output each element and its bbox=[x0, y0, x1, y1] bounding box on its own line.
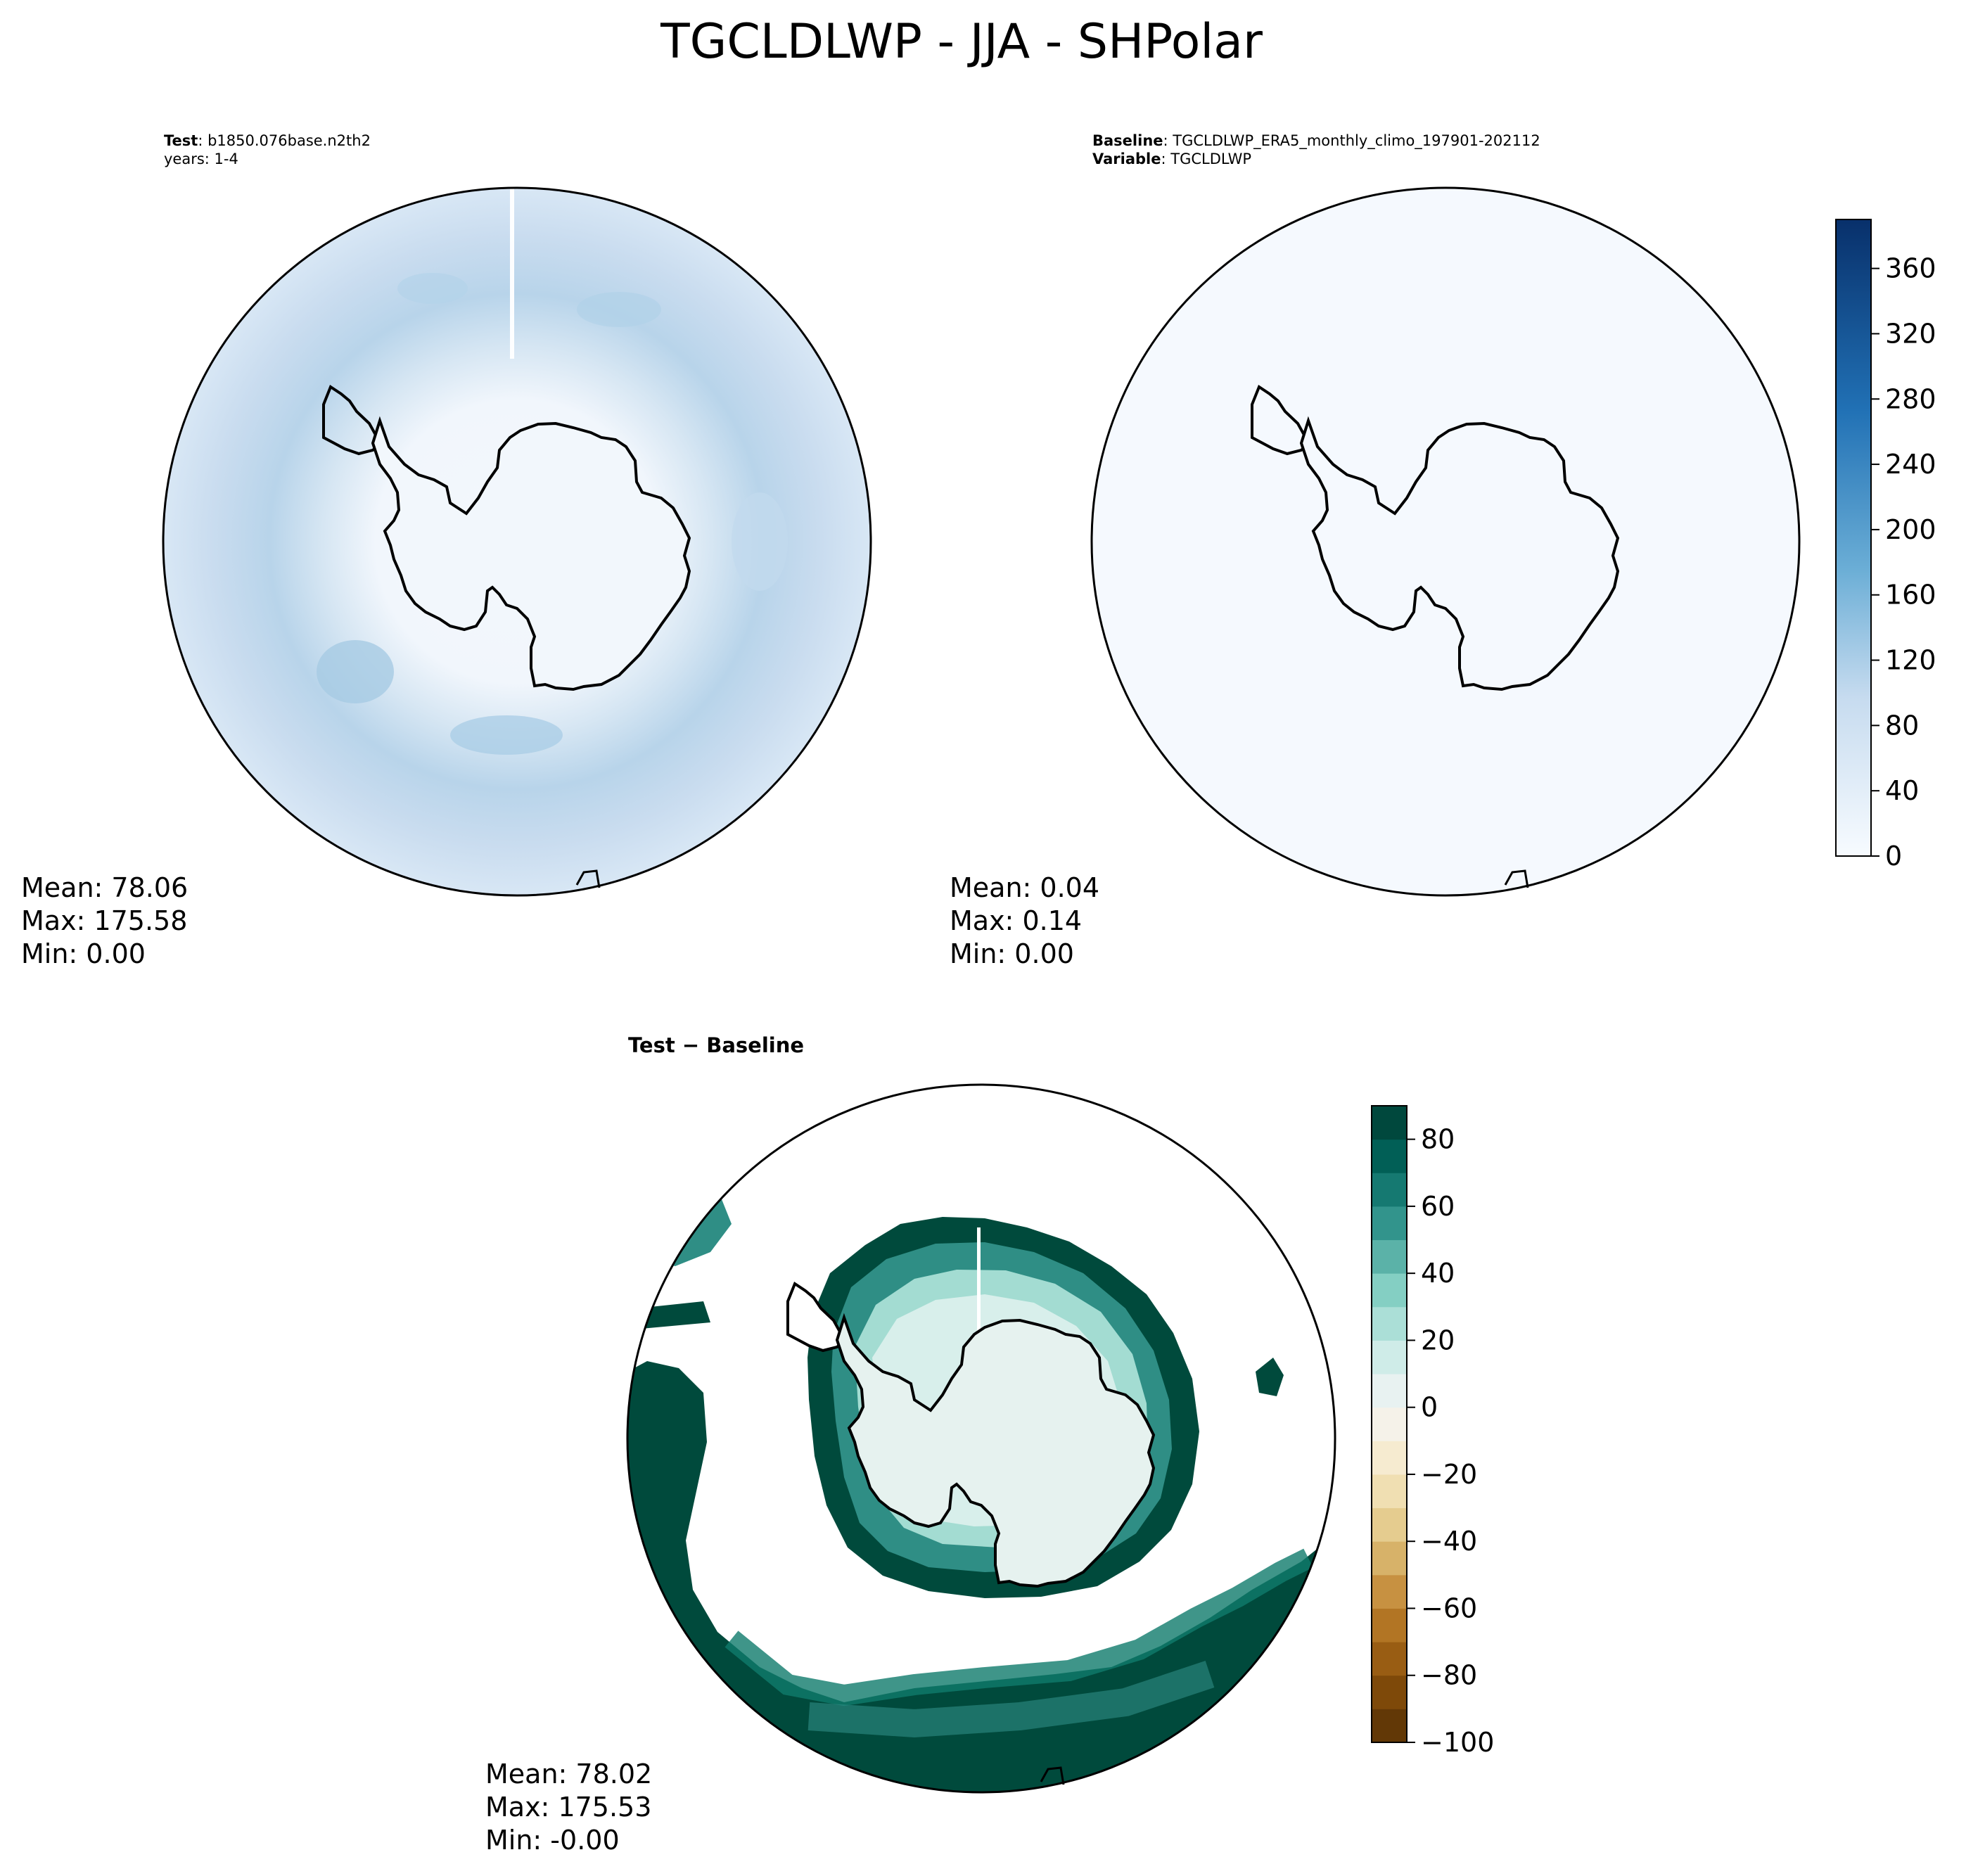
main-colorbar-tick-label: 120 bbox=[1885, 645, 1936, 676]
diff-colorbar-band bbox=[1372, 1675, 1407, 1709]
diff-colorbar-band bbox=[1372, 1239, 1407, 1274]
diff-colorbar-ticks: −100 −80 −60 −40 −20 0 20 40 60 80 bbox=[1407, 1124, 1494, 1758]
difference-mean: Mean: 78.02 bbox=[485, 1759, 652, 1789]
diff-colorbar-band bbox=[1372, 1173, 1407, 1207]
diff-colorbar-band bbox=[1372, 1474, 1407, 1509]
main-colorbar-tick-label: 0 bbox=[1885, 841, 1902, 872]
baseline-map-boundary bbox=[1090, 186, 1801, 897]
difference-title: Test − Baseline bbox=[628, 1033, 804, 1057]
main-colorbar-tick-label: 80 bbox=[1885, 710, 1919, 741]
baseline-case-label: Baseline bbox=[1092, 132, 1163, 149]
main-colorbar-tick-label: 200 bbox=[1885, 514, 1936, 545]
diff-colorbar-frame bbox=[1371, 1105, 1408, 1743]
diff-colorbar-tick-label: 0 bbox=[1421, 1392, 1438, 1423]
baseline-case-line: Baseline: TGCLDLWP_ERA5_monthly_climo_19… bbox=[1092, 132, 1540, 150]
test-mean: Mean: 78.06 bbox=[21, 872, 188, 903]
main-colorbar-bar bbox=[1835, 219, 1872, 857]
diff-colorbar-band bbox=[1372, 1106, 1407, 1140]
diff-colorbar-band bbox=[1372, 1273, 1407, 1308]
diff-colorbar-bands bbox=[1372, 1106, 1407, 1743]
main-colorbar-tick-label: 280 bbox=[1885, 383, 1936, 414]
test-case-label: Test bbox=[164, 132, 198, 149]
main-colorbar-ticks: 0 40 80 120 160 200 240 280 320 360 bbox=[1871, 253, 1936, 872]
baseline-variable-name: TGCLDLWP bbox=[1170, 151, 1251, 167]
diff-colorbar-band bbox=[1372, 1441, 1407, 1475]
baseline-variable-line: Variable: TGCLDLWP bbox=[1092, 151, 1251, 167]
main-colorbar-tick-label: 320 bbox=[1885, 318, 1936, 349]
diff-colorbar-band bbox=[1372, 1642, 1407, 1676]
difference-panel: Test − Baseline Mean: 78.02 Max: 175.53 … bbox=[485, 1033, 1336, 1856]
diff-colorbar-tick-label: −20 bbox=[1421, 1459, 1477, 1490]
baseline-variable-label: Variable bbox=[1092, 151, 1161, 167]
diff-colorbar-band bbox=[1372, 1340, 1407, 1374]
main-colorbar-tick-label: 160 bbox=[1885, 580, 1936, 611]
main-colorbar-tick-label: 240 bbox=[1885, 449, 1936, 480]
diff-colorbar-band bbox=[1372, 1507, 1407, 1542]
diff-colorbar-band bbox=[1372, 1541, 1407, 1576]
diff-colorbar-band bbox=[1372, 1139, 1407, 1173]
diff-colorbar-band bbox=[1372, 1709, 1407, 1743]
diff-colorbar-band bbox=[1372, 1608, 1407, 1642]
baseline-max: Max: 0.14 bbox=[950, 905, 1082, 936]
test-min: Min: 0.00 bbox=[21, 938, 146, 969]
diff-colorbar-tick-label: 60 bbox=[1421, 1191, 1455, 1222]
diff-colorbar-band bbox=[1372, 1206, 1407, 1241]
difference-max: Max: 175.53 bbox=[485, 1792, 651, 1823]
difference-map-boundary bbox=[626, 1083, 1336, 1794]
diff-colorbar-band bbox=[1372, 1574, 1407, 1609]
diff-colorbar-tick-label: 40 bbox=[1421, 1258, 1455, 1289]
test-case-name: b1850.076base.n2th2 bbox=[208, 132, 371, 149]
main-colorbar: 0 40 80 120 160 200 240 280 320 360 bbox=[1835, 219, 1936, 872]
diff-colorbar-band bbox=[1372, 1374, 1407, 1408]
baseline-case-name: TGCLDLWP_ERA5_monthly_climo_197901-20211… bbox=[1172, 132, 1540, 150]
diff-colorbar-tick-label: −80 bbox=[1421, 1660, 1477, 1691]
diff-colorbar-band bbox=[1372, 1306, 1407, 1341]
test-max: Max: 175.58 bbox=[21, 905, 187, 936]
main-colorbar-tick-label: 360 bbox=[1885, 253, 1936, 284]
diff-colorbar-tick-label: −40 bbox=[1421, 1526, 1477, 1557]
test-map-boundary bbox=[162, 186, 872, 897]
test-case-line: Test: b1850.076base.n2th2 bbox=[164, 132, 371, 149]
diff-colorbar-tick-label: −60 bbox=[1421, 1593, 1477, 1623]
test-panel: Test: b1850.076base.n2th2 years: 1-4 Mea… bbox=[21, 132, 872, 969]
baseline-panel: Baseline: TGCLDLWP_ERA5_monthly_climo_19… bbox=[950, 132, 1801, 969]
diff-colorbar-tick-label: 20 bbox=[1421, 1325, 1455, 1355]
diff-colorbar-band bbox=[1372, 1407, 1407, 1441]
baseline-mean: Mean: 0.04 bbox=[950, 872, 1099, 903]
diff-colorbar: −100 −80 −60 −40 −20 0 20 40 60 80 bbox=[1371, 1105, 1494, 1758]
baseline-min: Min: 0.00 bbox=[950, 938, 1074, 969]
test-years: years: 1-4 bbox=[164, 151, 238, 167]
diff-colorbar-tick-label: −100 bbox=[1421, 1727, 1494, 1758]
diff-colorbar-tick-label: 80 bbox=[1421, 1124, 1455, 1155]
difference-min: Min: -0.00 bbox=[485, 1825, 620, 1856]
main-colorbar-tick-label: 40 bbox=[1885, 775, 1919, 806]
figure-title: TGCLDLWP - JJA - SHPolar bbox=[660, 14, 1263, 70]
